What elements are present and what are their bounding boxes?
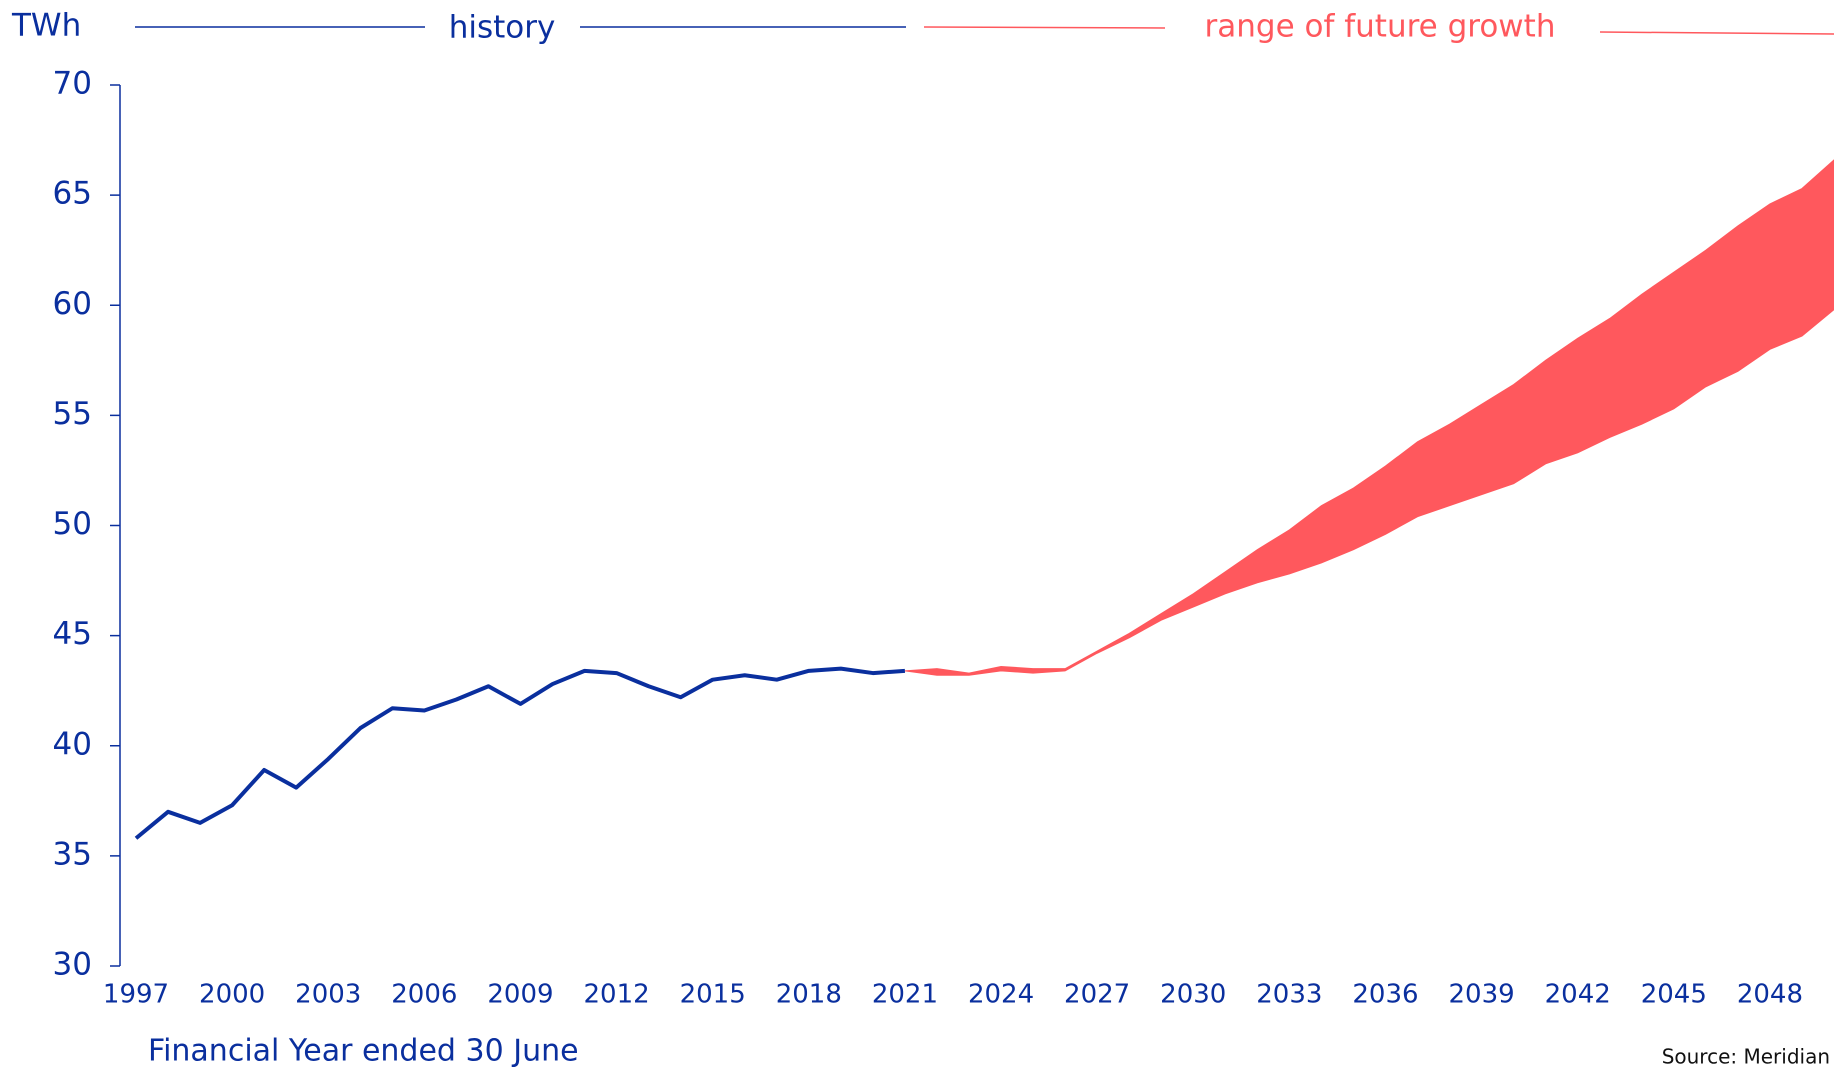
x-tick-label: 2045 (1641, 980, 1707, 1010)
x-tick-label: 2024 (968, 980, 1034, 1010)
y-tick-label: 55 (53, 396, 92, 432)
y-tick-label: 60 (53, 286, 92, 322)
x-axis-label: Financial Year ended 30 June (148, 1034, 579, 1068)
y-tick-label: 45 (53, 616, 92, 652)
y-tick-label: 50 (53, 506, 92, 542)
x-tick-label: 2048 (1737, 980, 1803, 1010)
x-tick-label: 2018 (776, 980, 842, 1010)
x-tick-label: 2039 (1449, 980, 1515, 1010)
x-tick-label: 1997 (103, 980, 169, 1010)
x-tick-label: 2009 (487, 980, 553, 1010)
range-rule (1599, 31, 1834, 35)
x-tick-label: 2003 (295, 980, 361, 1010)
legend-label: history (449, 10, 556, 46)
range-rule (923, 26, 1166, 29)
x-tick-label: 2030 (1160, 980, 1226, 1010)
history-line (134, 666, 906, 840)
range-band (904, 159, 1834, 676)
y-tick-label: 65 (53, 176, 92, 212)
y-tick-label: 30 (53, 947, 92, 983)
x-tick-label: 2006 (391, 980, 457, 1010)
y-tick-label: 70 (53, 66, 92, 102)
x-tick-label: 2012 (583, 980, 649, 1010)
x-tick-label: 2036 (1352, 980, 1418, 1010)
legend-label: range of future growth (1205, 9, 1556, 45)
x-tick-label: 2021 (872, 980, 938, 1010)
x-tick-label: 2015 (680, 980, 746, 1010)
y-tick-label: 40 (53, 726, 92, 762)
y-tick-label: 35 (53, 836, 92, 872)
x-tick-label: 2042 (1545, 980, 1611, 1010)
x-tick-label: 2000 (199, 980, 265, 1010)
x-tick-label: 2027 (1064, 980, 1130, 1010)
y-axis-label: TWh (11, 8, 81, 44)
source-note: Source: Meridian (1662, 1045, 1830, 1068)
x-tick-label: 2033 (1256, 980, 1322, 1010)
